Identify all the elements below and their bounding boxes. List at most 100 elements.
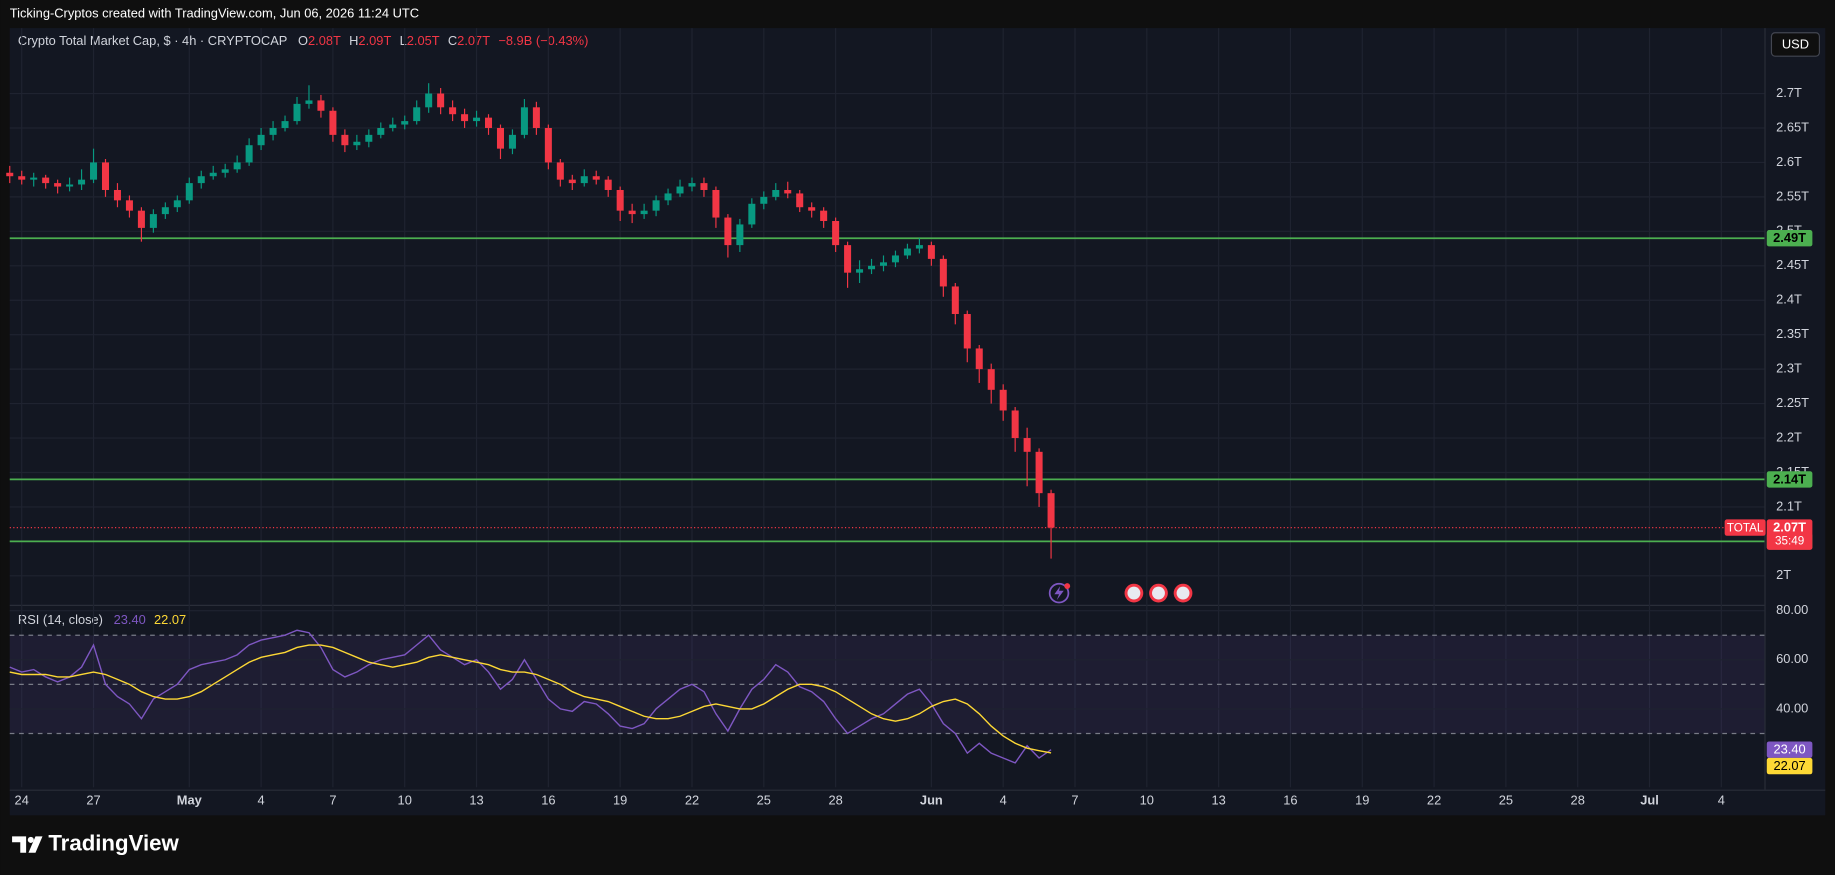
candle-body bbox=[987, 369, 995, 390]
y-tick-label: 2.35T bbox=[1776, 326, 1809, 341]
candle-body bbox=[772, 189, 780, 197]
candle-body bbox=[30, 177, 38, 180]
logo-mark bbox=[12, 836, 27, 853]
x-tick-label: 10 bbox=[398, 793, 412, 808]
x-tick-label: 7 bbox=[1071, 793, 1078, 808]
rsi-label: 22.07 bbox=[1773, 758, 1805, 773]
rsi-tick-label: 60.00 bbox=[1776, 651, 1808, 666]
y-tick-label: 2.2T bbox=[1776, 429, 1802, 444]
x-tick-label: 16 bbox=[1283, 793, 1297, 808]
x-tick-label: 22 bbox=[685, 793, 699, 808]
x-tick-label: 28 bbox=[828, 793, 842, 808]
candle-body bbox=[185, 183, 193, 201]
candle-body bbox=[640, 210, 648, 215]
level-label: 2.14T bbox=[1773, 471, 1806, 486]
x-tick-label: 10 bbox=[1140, 793, 1154, 808]
y-tick-label: 2.7T bbox=[1776, 85, 1802, 100]
candle-body bbox=[197, 176, 205, 184]
candle-body bbox=[377, 127, 385, 135]
candle-body bbox=[939, 258, 947, 287]
candle-body bbox=[891, 255, 899, 263]
header: Crypto Total Market Cap, $ · 4h · CRYPTO… bbox=[18, 34, 588, 49]
brand: TradingView bbox=[48, 830, 179, 855]
candle-body bbox=[676, 186, 684, 194]
x-tick-label: Jul bbox=[1640, 793, 1659, 808]
candle-body bbox=[1035, 451, 1043, 494]
y-tick-label: 2.25T bbox=[1776, 395, 1809, 410]
candle-body bbox=[54, 183, 62, 187]
candle-body bbox=[664, 193, 672, 201]
candle-body bbox=[688, 183, 696, 187]
x-tick-label: 4 bbox=[1000, 793, 1007, 808]
candle-body bbox=[293, 103, 301, 122]
rsi-value: 23.40 bbox=[114, 613, 146, 628]
ohlc-key: H bbox=[349, 34, 358, 49]
level-label-box bbox=[1766, 230, 1813, 247]
candle-body bbox=[173, 200, 181, 208]
candle-body bbox=[652, 200, 660, 211]
candle-body bbox=[305, 100, 313, 104]
candle-body bbox=[66, 184, 74, 187]
x-tick-label: 7 bbox=[329, 793, 336, 808]
watermark: Ticking-Cryptos created with TradingView… bbox=[10, 5, 419, 20]
rsi-legend: RSI (14, close) 23.40 22.07 bbox=[18, 613, 186, 628]
candle-body bbox=[592, 176, 600, 180]
candle-body bbox=[808, 207, 816, 211]
candle-body bbox=[78, 179, 86, 185]
countdown: 35:49 bbox=[1775, 535, 1804, 548]
x-tick-label: 25 bbox=[1499, 793, 1513, 808]
candle-body bbox=[6, 172, 14, 177]
candle-body bbox=[461, 114, 469, 122]
rsi-label-box bbox=[1766, 741, 1813, 758]
logo-dot bbox=[27, 836, 34, 843]
candle-body bbox=[425, 93, 433, 108]
candle-body bbox=[532, 107, 540, 128]
x-tick-label: Jun bbox=[920, 793, 943, 808]
candle-body bbox=[544, 127, 552, 163]
price-label-box bbox=[1766, 519, 1813, 550]
candle-body bbox=[221, 169, 229, 173]
x-tick-label: 25 bbox=[757, 793, 771, 808]
x-tick-label: 19 bbox=[613, 793, 627, 808]
level-label-box bbox=[1766, 471, 1813, 488]
price-label: 2.07T bbox=[1773, 520, 1806, 535]
x-tick-label: 19 bbox=[1355, 793, 1369, 808]
candle-body bbox=[473, 117, 481, 122]
candle-body bbox=[832, 220, 840, 246]
rsi-ma-value: 22.07 bbox=[154, 613, 186, 628]
x-tick-label: 4 bbox=[258, 793, 265, 808]
candle-body bbox=[233, 162, 241, 170]
candle-body bbox=[724, 217, 732, 246]
candle-body bbox=[580, 176, 588, 184]
candle-body bbox=[389, 124, 397, 128]
y-tick-label: 2.1T bbox=[1776, 498, 1802, 513]
brand-logo bbox=[12, 836, 43, 853]
y-tick-label: 2.3T bbox=[1776, 361, 1802, 376]
currency[interactable]: USD bbox=[1782, 36, 1809, 51]
candle-body bbox=[245, 145, 253, 163]
y-tick-label: 2.45T bbox=[1776, 257, 1809, 272]
candle-body bbox=[101, 162, 110, 190]
candle-body bbox=[437, 93, 445, 108]
candle-body bbox=[353, 141, 361, 146]
logo-mark bbox=[28, 836, 43, 853]
candle-body bbox=[903, 248, 911, 256]
ohlc-value: 2.09T bbox=[358, 34, 391, 49]
event-icons bbox=[1048, 582, 1193, 604]
candle-body bbox=[1023, 438, 1031, 452]
candle-body bbox=[401, 121, 409, 125]
candle-body bbox=[1047, 493, 1055, 528]
candle-body bbox=[137, 210, 145, 228]
candle-body bbox=[365, 134, 373, 142]
candle-body bbox=[1011, 410, 1019, 439]
currency-button[interactable] bbox=[1770, 32, 1820, 57]
flag-inner bbox=[1176, 586, 1190, 600]
candle-body bbox=[975, 348, 983, 370]
ohlc-value: 2.07T bbox=[457, 34, 490, 49]
y-tick-label: 2.6T bbox=[1776, 154, 1802, 169]
candle-body bbox=[496, 127, 504, 149]
rsi-title: RSI (14, close) bbox=[18, 613, 103, 628]
candle-body bbox=[317, 100, 325, 111]
